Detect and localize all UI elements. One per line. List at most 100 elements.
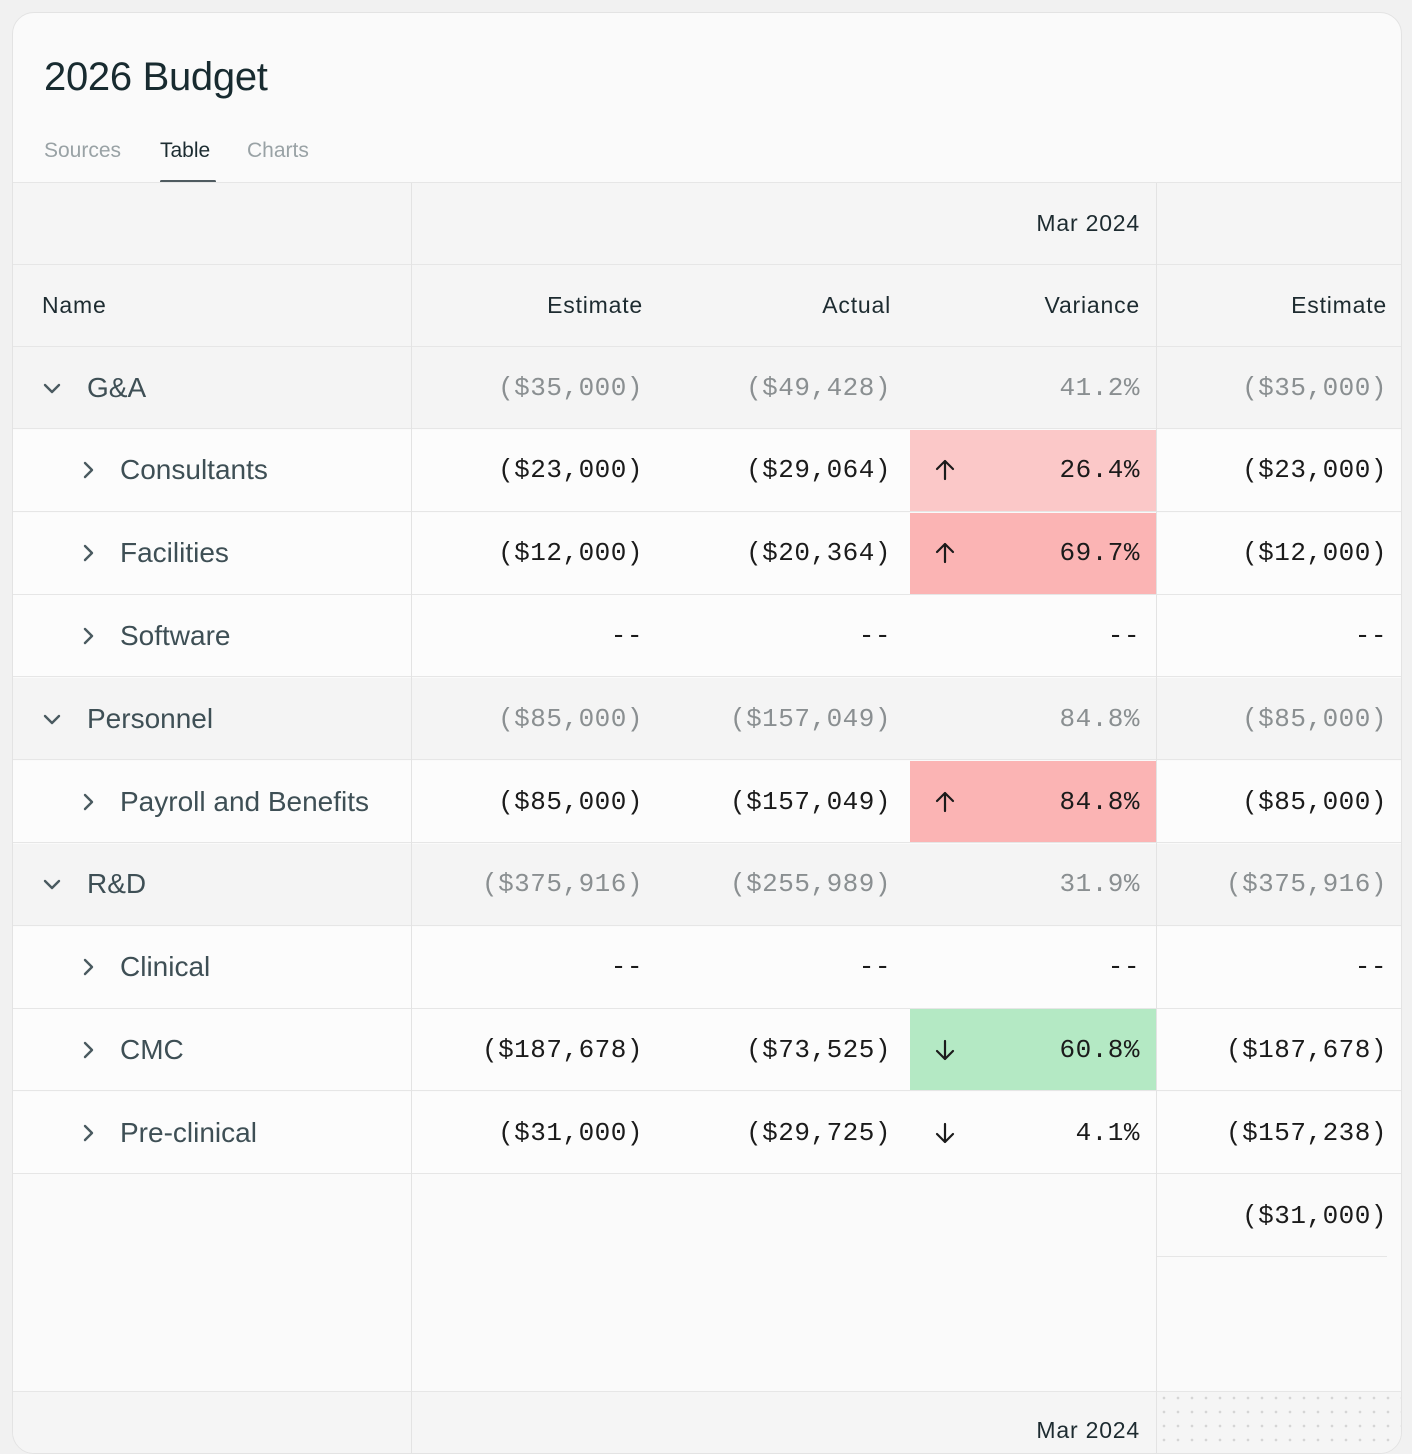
estimate-next-cell: -- <box>1354 952 1387 983</box>
estimate-next-cell: ($375,916) <box>1225 869 1387 900</box>
row-name: Payroll and Benefits <box>120 785 370 817</box>
arrow-up-icon <box>932 457 958 483</box>
budget-card: 2026 Budget Sources Table Charts Mar 202… <box>12 12 1402 1454</box>
chevron-down-icon[interactable] <box>41 873 63 895</box>
row-name: R&D <box>87 868 147 900</box>
arrow-up-icon <box>932 540 958 566</box>
column-header-estimate-next: Estimate <box>1291 292 1387 318</box>
variance-value: -- <box>1107 952 1140 983</box>
variance-value: 4.1% <box>1075 1117 1140 1148</box>
variance-cell: 31.9% <box>910 844 1156 925</box>
chevron-down-icon[interactable] <box>41 708 63 730</box>
table-row[interactable]: Clinical -- -- -- -- <box>13 926 1401 1009</box>
arrow-down-icon <box>932 1120 958 1146</box>
active-tab-indicator <box>160 180 216 183</box>
chevron-down-icon[interactable] <box>41 377 63 399</box>
row-name: Pre-clinical <box>120 1116 257 1148</box>
variance-cell: 84.8% <box>910 761 1156 842</box>
table-row[interactable]: Facilities ($12,000) ($20,364) 69.7% ($12,00… <box>13 512 1401 595</box>
column-header-name: Name <box>42 292 107 318</box>
column-header-actual: Actual <box>822 292 891 318</box>
row-name: Software <box>120 619 231 651</box>
table-row[interactable]: CMC ($187,678) ($73,525) 60.8% ($187,678) <box>13 1009 1401 1092</box>
actual-cell: ($29,725) <box>746 1117 891 1148</box>
variance-cell: -- <box>910 595 1156 676</box>
period-header: Mar 2024 <box>1036 210 1140 236</box>
row-name: Facilities <box>120 537 229 569</box>
estimate-next-cell: ($35,000) <box>1242 372 1387 403</box>
variance-cell: 41.2% <box>910 347 1156 428</box>
actual-cell: ($29,064) <box>746 455 891 486</box>
chevron-right-icon[interactable] <box>77 1122 99 1144</box>
estimate-next-cell: ($85,000) <box>1242 786 1387 817</box>
variance-value: 60.8% <box>1059 1034 1140 1065</box>
actual-cell: -- <box>858 952 891 983</box>
column-header-row: Name Estimate Actual Variance Estimate <box>13 265 1401 347</box>
row-name: G&A <box>87 371 147 403</box>
tab-table[interactable]: Table <box>160 139 211 162</box>
row-name: Personnel <box>87 702 214 734</box>
variance-value: 31.9% <box>1059 869 1140 900</box>
column-header-estimate: Estimate <box>547 292 643 318</box>
estimate-cell: ($12,000) <box>498 538 643 569</box>
table-row[interactable]: Pre-clinical ($31,000) ($29,725) 4.1% ($157,… <box>13 1092 1401 1175</box>
variance-value: 41.2% <box>1059 372 1140 403</box>
estimate-next-cell: ($157,238) <box>1225 1117 1387 1148</box>
variance-cell: -- <box>910 927 1156 1008</box>
actual-cell: ($20,364) <box>746 538 891 569</box>
actual-cell: ($255,989) <box>729 869 891 900</box>
variance-value: 84.8% <box>1059 786 1140 817</box>
overflow-row: ($31,000) <box>13 1175 1401 1257</box>
row-name: Clinical <box>120 951 211 983</box>
estimate-cell: ($85,000) <box>498 703 643 734</box>
estimate-cell: ($85,000) <box>498 786 643 817</box>
estimate-cell: ($35,000) <box>498 372 643 403</box>
table-row[interactable]: Software -- -- -- -- <box>13 595 1401 678</box>
dotted-empty-cell <box>1157 1391 1401 1451</box>
table-group-row[interactable]: G&A ($35,000) ($49,428) 41.2% ($35,000) <box>13 347 1401 429</box>
variance-value: 69.7% <box>1059 538 1140 569</box>
actual-cell: ($157,049) <box>729 703 891 734</box>
actual-cell: -- <box>858 620 891 651</box>
variance-value: 26.4% <box>1059 455 1140 486</box>
page-title: 2026 Budget <box>44 55 268 99</box>
table-row[interactable]: Consultants ($23,000) ($29,064) 26.4% ($23,0… <box>13 429 1401 512</box>
footer-period-header: Mar 2024 <box>1036 1417 1140 1443</box>
table-group-row[interactable]: R&D ($375,916) ($255,989) 31.9% ($375,916) <box>13 843 1401 926</box>
table-row[interactable]: Payroll and Benefits ($85,000) ($157,049) 8… <box>13 761 1401 843</box>
overflow-estimate-cell: ($31,000) <box>1157 1175 1387 1257</box>
estimate-cell: ($23,000) <box>498 455 643 486</box>
actual-cell: ($73,525) <box>746 1034 891 1065</box>
tab-sources[interactable]: Sources <box>44 139 122 162</box>
estimate-next-cell: ($23,000) <box>1242 455 1387 486</box>
chevron-right-icon[interactable] <box>77 542 99 564</box>
actual-cell: ($49,428) <box>746 372 891 403</box>
period-header-row: Mar 2024 <box>13 183 1401 265</box>
variance-cell: 60.8% <box>910 1009 1156 1091</box>
table-group-row[interactable]: Personnel ($85,000) ($157,049) 84.8% ($85,00… <box>13 678 1401 761</box>
chevron-right-icon[interactable] <box>77 1039 99 1061</box>
variance-value: 84.8% <box>1059 703 1140 734</box>
estimate-next-cell: ($85,000) <box>1242 703 1387 734</box>
variance-cell: 84.8% <box>910 678 1156 759</box>
estimate-cell: ($375,916) <box>481 869 643 900</box>
chevron-right-icon[interactable] <box>77 956 99 978</box>
chevron-right-icon[interactable] <box>77 625 99 647</box>
estimate-cell: ($31,000) <box>498 1117 643 1148</box>
variance-value: -- <box>1107 620 1140 651</box>
column-header-variance: Variance <box>1044 292 1140 318</box>
estimate-next-cell: ($187,678) <box>1225 1034 1387 1065</box>
chevron-right-icon[interactable] <box>77 459 99 481</box>
chevron-right-icon[interactable] <box>77 791 99 813</box>
estimate-next-cell: ($12,000) <box>1242 538 1387 569</box>
row-name: CMC <box>120 1033 184 1065</box>
estimate-cell: ($187,678) <box>481 1034 643 1065</box>
arrow-down-icon <box>932 1037 958 1063</box>
divider-name-column <box>411 183 412 1453</box>
variance-cell: 26.4% <box>910 429 1156 511</box>
estimate-cell: -- <box>610 952 643 983</box>
estimate-cell: -- <box>610 620 643 651</box>
budget-table: Mar 2024 Name Estimate Actual Variance E… <box>13 182 1401 1453</box>
tab-charts[interactable]: Charts <box>247 139 309 162</box>
variance-cell: 4.1% <box>910 1092 1156 1173</box>
